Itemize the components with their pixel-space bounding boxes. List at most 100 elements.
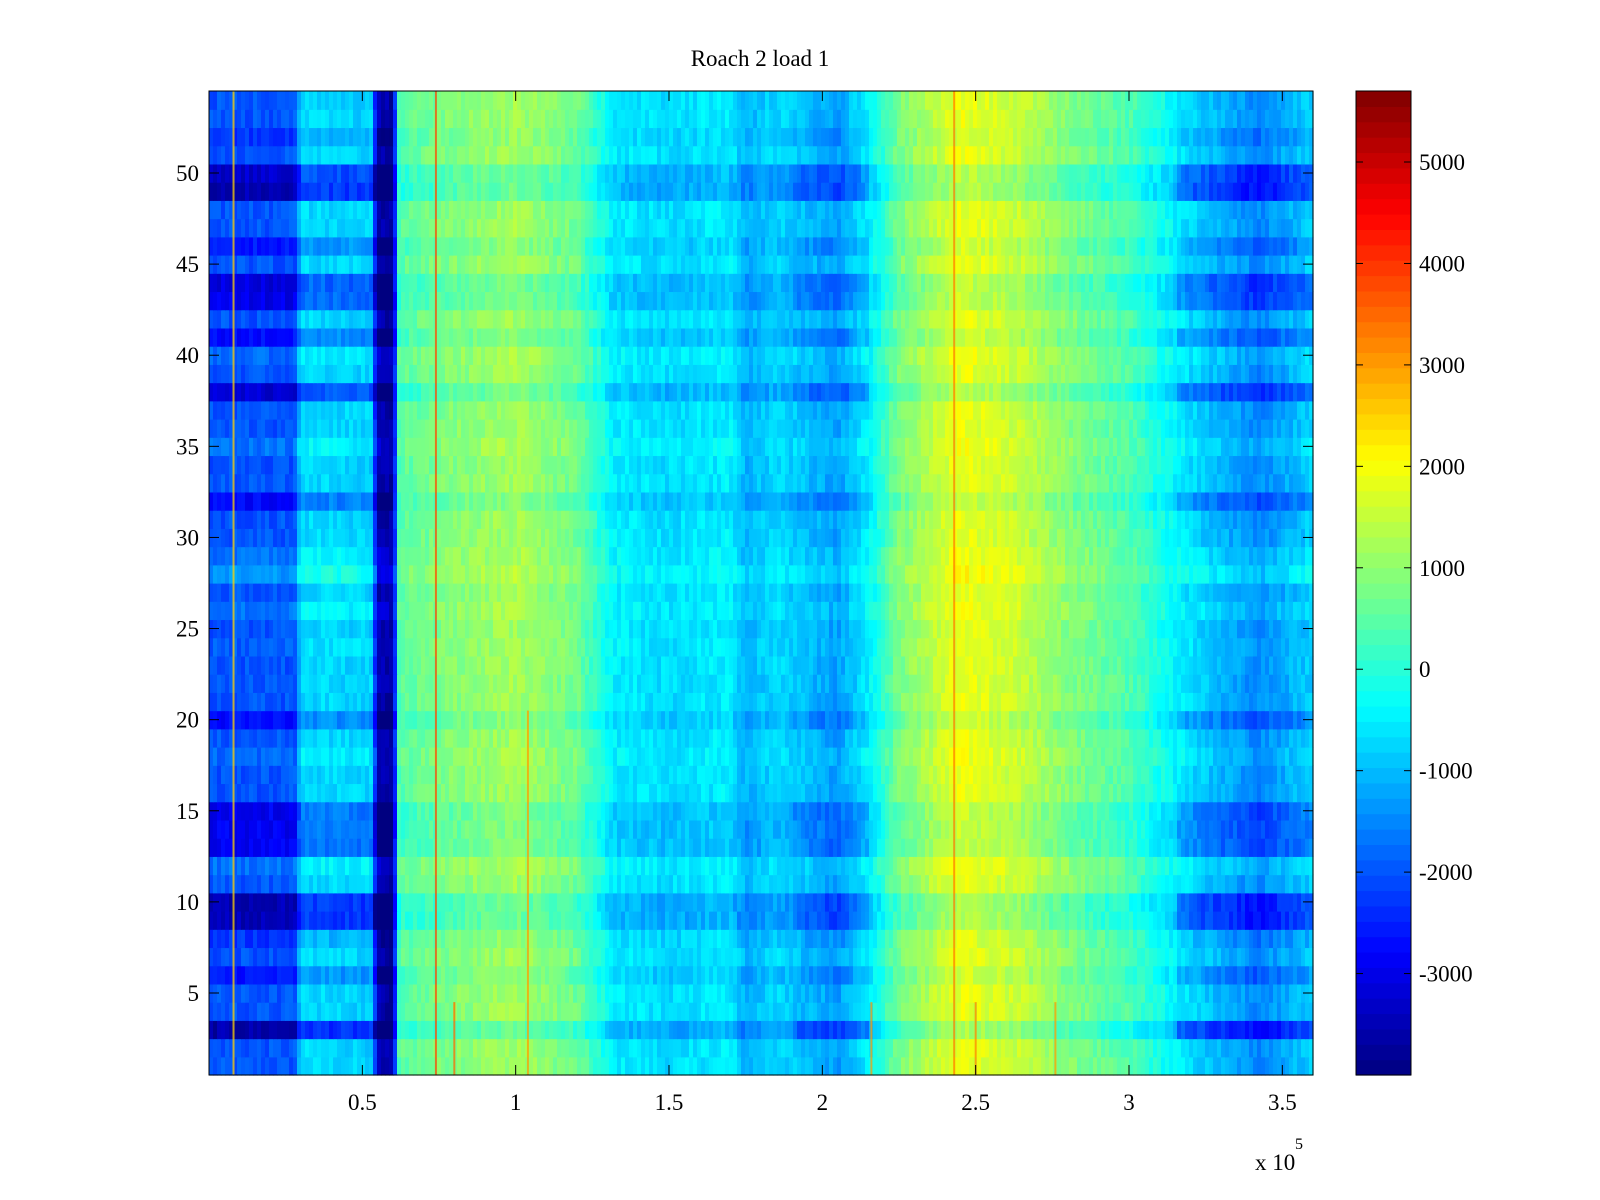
heatmap-cell — [1205, 911, 1210, 930]
heatmap-cell — [657, 838, 662, 857]
heatmap-cell — [513, 929, 518, 949]
heatmap-cell — [317, 1020, 322, 1040]
heatmap-cell — [989, 765, 994, 785]
heatmap-cell — [545, 911, 550, 930]
heatmap-cell — [761, 983, 766, 1003]
heatmap-cell — [513, 874, 518, 894]
heatmap-cell — [1053, 874, 1058, 894]
heatmap-cell — [713, 911, 718, 930]
heatmap-cell — [621, 1056, 626, 1076]
heatmap-cell — [665, 947, 670, 967]
heatmap-cell — [557, 1056, 562, 1076]
heatmap-cell — [825, 965, 830, 985]
heatmap-cell — [845, 856, 850, 876]
heatmap-cell — [653, 765, 658, 785]
heatmap-cell — [477, 856, 482, 876]
heatmap-cell — [337, 801, 342, 821]
heatmap-cell — [1033, 947, 1038, 967]
heatmap-cell — [1117, 1020, 1122, 1040]
heatmap-cell — [537, 874, 542, 894]
heatmap-cell — [321, 783, 326, 803]
heatmap-cell — [1133, 874, 1138, 894]
heatmap-cell — [817, 947, 822, 967]
heatmap-cell — [1305, 783, 1310, 803]
heatmap-cell — [1249, 765, 1254, 785]
heatmap-cell — [613, 1020, 618, 1040]
heatmap-cell — [701, 783, 706, 803]
heatmap-cell — [1269, 874, 1274, 894]
heatmap-cell — [909, 892, 914, 912]
heatmap-cell — [713, 819, 718, 839]
heatmap-cell — [1133, 1038, 1138, 1058]
heatmap-cell — [449, 1020, 454, 1040]
heatmap-cell — [933, 783, 938, 803]
heatmap-cell — [1145, 1020, 1150, 1040]
heatmap-cell — [1297, 1056, 1302, 1076]
heatmap-cell — [1225, 838, 1230, 857]
heatmap-cell — [857, 911, 862, 930]
heatmap-cell — [1081, 801, 1086, 821]
heatmap-cell — [1193, 783, 1198, 803]
heatmap-cell — [1001, 983, 1006, 1003]
heatmap-cell — [649, 747, 654, 766]
heatmap-cell — [209, 747, 214, 766]
heatmap-cell — [961, 1020, 966, 1040]
heatmap-cell — [533, 965, 538, 985]
heatmap-cell — [397, 1056, 402, 1076]
heatmap-cell — [501, 856, 506, 876]
heatmap-cell — [493, 1002, 498, 1021]
heatmap-cell — [689, 801, 694, 821]
heatmap-cell — [521, 819, 526, 839]
heatmap-cell — [757, 911, 762, 930]
heatmap-cell — [1021, 1038, 1026, 1058]
heatmap-cell — [373, 929, 378, 949]
heatmap-cell — [1069, 965, 1074, 985]
heatmap-cell — [405, 1056, 410, 1076]
heatmap-cell — [333, 1038, 338, 1058]
heatmap-cell — [329, 819, 334, 839]
heatmap-cell — [485, 856, 490, 876]
heatmap-cell — [273, 801, 278, 821]
heatmap-cell — [821, 983, 826, 1003]
heatmap-cell — [685, 892, 690, 912]
heatmap-cell — [1261, 892, 1266, 912]
heatmap-cell — [485, 1002, 490, 1021]
heatmap-cell — [741, 1038, 746, 1058]
heatmap-cell — [717, 1002, 722, 1021]
heatmap-cell — [1061, 874, 1066, 894]
heatmap-cell — [565, 911, 570, 930]
heatmap-cell — [641, 947, 646, 967]
heatmap-cell — [1189, 1002, 1194, 1021]
heatmap-cell — [1205, 874, 1210, 894]
heatmap-cell — [873, 747, 878, 766]
heatmap-cell — [1225, 801, 1230, 821]
heatmap-cell — [765, 856, 770, 876]
heatmap-cell — [697, 892, 702, 912]
heatmap-cell — [1053, 856, 1058, 876]
heatmap-cell — [901, 947, 906, 967]
heatmap-cell — [553, 874, 558, 894]
heatmap-cell — [209, 1002, 214, 1021]
heatmap-cell — [957, 1002, 962, 1021]
heatmap-cell — [361, 1056, 366, 1076]
heatmap-cell — [569, 965, 574, 985]
heatmap-cell — [365, 856, 370, 876]
heatmap-cell — [1137, 1056, 1142, 1076]
heatmap-cell — [885, 783, 890, 803]
heatmap-cell — [605, 983, 610, 1003]
heatmap-cell — [473, 1038, 478, 1058]
heatmap-cell — [1285, 983, 1290, 1003]
heatmap-cell — [517, 911, 522, 930]
heatmap-cell — [1141, 783, 1146, 803]
heatmap-cell — [605, 1020, 610, 1040]
heatmap-cell — [945, 819, 950, 839]
heatmap-cell — [1245, 1002, 1250, 1021]
heatmap-cell — [509, 856, 514, 876]
heatmap-cell — [765, 911, 770, 930]
heatmap-cell — [337, 838, 342, 857]
heatmap-cell — [233, 747, 238, 766]
heatmap-cell — [1069, 819, 1074, 839]
heatmap-cell — [1161, 765, 1166, 785]
heatmap-cell — [477, 1020, 482, 1040]
heatmap-cell — [1237, 874, 1242, 894]
